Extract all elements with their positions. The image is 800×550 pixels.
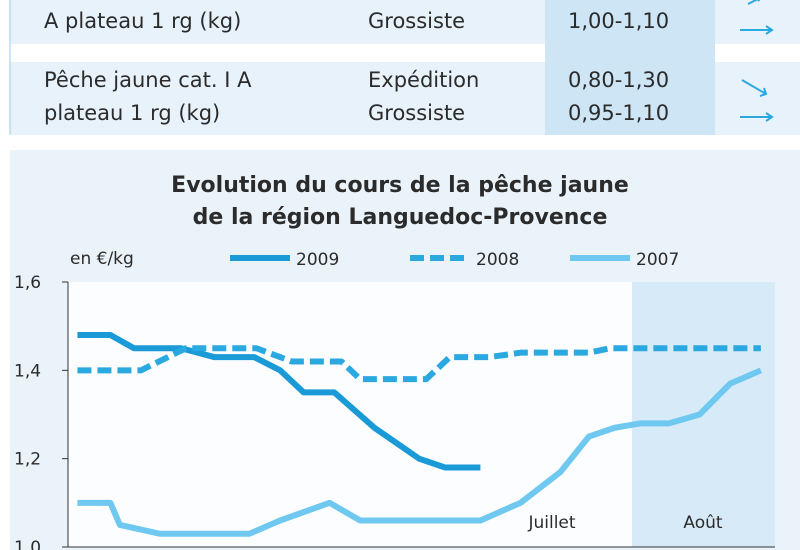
price: 1,00-1,10	[568, 9, 669, 33]
stage: Grossiste	[368, 9, 465, 33]
legend-label: 2008	[476, 250, 519, 270]
month-label: Août	[683, 513, 723, 533]
product: Pêche jaune cat. I A	[44, 68, 252, 92]
trend-arrows	[740, 0, 774, 122]
chart-title: de la région Languedoc-Provence	[193, 205, 608, 230]
stage: Expédition	[368, 68, 479, 92]
y-tick-label: 1,2	[14, 450, 41, 470]
price: 0,95-1,10	[568, 101, 669, 125]
product: A plateau 1 rg (kg)	[44, 9, 241, 33]
series-line	[77, 332, 481, 471]
y-tick-label: 1,6	[14, 273, 41, 293]
product: plateau 1 rg (kg)	[44, 101, 220, 125]
series-line	[77, 345, 761, 383]
price: 0,80-1,30	[568, 68, 669, 92]
legend-label: 2007	[636, 250, 679, 270]
legend-label: 2009	[296, 250, 339, 270]
price-column	[545, 0, 715, 135]
chart-title: Evolution du cours de la pêche jaune	[171, 173, 629, 198]
series-line	[77, 367, 763, 537]
stage: Grossiste	[368, 101, 465, 125]
month-label: Juillet	[527, 513, 575, 533]
y-tick-label: 1,0	[14, 538, 41, 550]
y-tick-label: 1,4	[14, 361, 41, 381]
y-axis-label: en €/kg	[70, 249, 134, 269]
